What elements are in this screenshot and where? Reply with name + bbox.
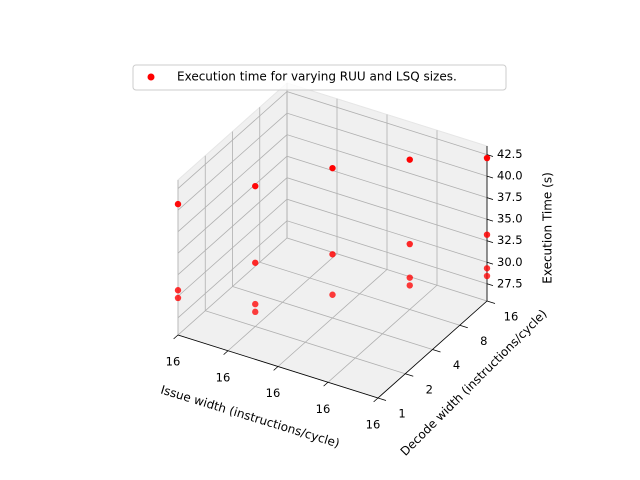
x-tick (223, 350, 229, 355)
data-point (406, 156, 413, 163)
data-point (406, 240, 413, 248)
z-axis-label: Execution Time (s) (541, 172, 555, 284)
z-grid-line (177, 198, 488, 297)
x-axis-label: Issue width (instructions/cycle) (159, 383, 341, 451)
z-tick-label: 37.5 (497, 190, 523, 204)
x-tick-label: 16 (266, 386, 281, 400)
data-point (252, 182, 259, 190)
z-grid-line (177, 155, 488, 254)
y-tick-label: 2 (426, 382, 433, 396)
data-point (329, 164, 336, 172)
y-tick (405, 373, 414, 377)
y-tick (432, 349, 441, 353)
y-tick (486, 300, 496, 304)
data-point (174, 200, 182, 208)
z-tick-label: 40.0 (497, 169, 523, 183)
y-tick (377, 397, 387, 401)
z-grid-line (177, 177, 488, 276)
z-tick (486, 218, 494, 222)
y-tick-label: 4 (453, 358, 460, 372)
z-tick-label: 42.5 (497, 147, 523, 161)
y-tick (459, 324, 468, 329)
legend-marker (147, 73, 155, 81)
data-point (174, 294, 182, 302)
y-tick-label: 1 (398, 407, 405, 421)
y-axis-line (377, 300, 488, 399)
data-point (252, 300, 259, 308)
axes: 16 16 16 16 16 1 2 4 8 16 27.5 30.0 32.5 35.0 37.5 40.0… (166, 146, 523, 432)
z-tick-label: 30.0 (497, 255, 523, 269)
data-point (483, 272, 491, 280)
z-tick (486, 175, 494, 179)
x-tick-label: 16 (366, 418, 381, 432)
data-point (252, 308, 259, 316)
z-tick (486, 240, 494, 243)
x-axis-line (177, 334, 379, 399)
z-grid-line (177, 134, 488, 232)
x-tick-label: 16 (216, 370, 231, 384)
x-tick (273, 366, 279, 371)
x-tick-label: 16 (316, 402, 331, 416)
legend: Execution time for varying RUU and LSQ s… (132, 64, 507, 91)
x-tick (323, 381, 329, 387)
x-tick (173, 334, 179, 340)
data-point (483, 154, 491, 162)
z-tick (486, 261, 494, 265)
z-tick-label: 27.5 (497, 276, 523, 290)
z-tick (486, 283, 494, 287)
x-tick (373, 397, 379, 403)
legend-box (132, 64, 507, 91)
z-tick-label: 35.0 (497, 212, 523, 226)
data-point (252, 259, 259, 266)
points (174, 154, 491, 316)
y-tick-label: 16 (504, 310, 519, 324)
data-point (483, 231, 491, 238)
y-tick-label: 8 (480, 334, 487, 348)
data-point (174, 287, 182, 294)
data-point (329, 251, 336, 258)
z-grid-line (177, 91, 488, 189)
x-tick-label: 16 (166, 355, 181, 369)
data-point (406, 282, 413, 289)
z-tick-label: 32.5 (497, 233, 523, 247)
z-grid-line (177, 220, 488, 319)
data-point (329, 291, 336, 298)
z-tick (486, 154, 494, 157)
data-point (483, 265, 491, 272)
legend-label: Execution time for varying RUU and LSQ s… (177, 70, 457, 84)
z-tick (486, 197, 494, 200)
data-point (406, 274, 413, 281)
z-grid-line (177, 112, 488, 211)
